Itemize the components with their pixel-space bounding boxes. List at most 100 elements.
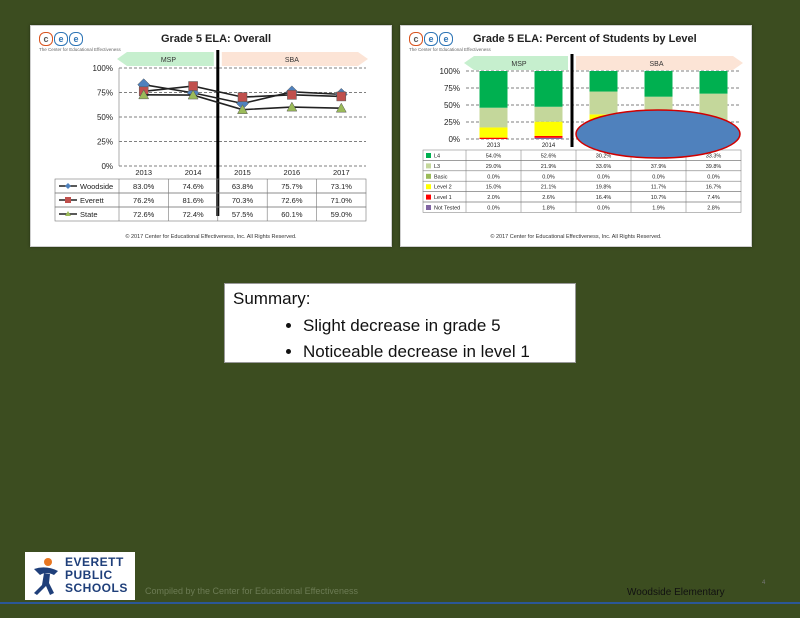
table-cell: 16.7% bbox=[706, 185, 722, 191]
line-chart: MSP SBA 0% 25% 50% 75% 100% 2013 2014 2015 2016 201… bbox=[54, 50, 368, 222]
table-cell: 19.8% bbox=[596, 185, 612, 191]
copyright-left: © 2017 Center for Educational Effectiven… bbox=[125, 234, 297, 240]
summary-title: Summary: bbox=[233, 289, 311, 308]
copyright-right: © 2017 Center for Educational Effectiven… bbox=[490, 234, 662, 240]
table-cell: 0.0% bbox=[652, 174, 665, 180]
table-cell: 72.6% bbox=[281, 196, 303, 205]
legend-swatch bbox=[426, 205, 431, 210]
point-state bbox=[187, 89, 199, 100]
table-row bbox=[422, 160, 742, 172]
table-cell: 1.9% bbox=[652, 206, 665, 212]
table-cell: 73.1% bbox=[331, 182, 353, 191]
table-cell: 0.0% bbox=[542, 174, 555, 180]
bar-segment-not-tested bbox=[534, 137, 563, 139]
table-cell: 21.1% bbox=[541, 185, 557, 191]
legend-name: L4 bbox=[434, 154, 440, 160]
legend-name: L3 bbox=[434, 164, 440, 170]
legend-name: Woodside bbox=[80, 182, 113, 191]
y-tick-label: 100% bbox=[440, 67, 460, 76]
table-cell: 72.6% bbox=[133, 210, 155, 219]
sba-band-arrow bbox=[576, 56, 743, 70]
y-tick-label: 25% bbox=[444, 118, 460, 127]
table-cell: 29.0% bbox=[486, 164, 502, 170]
logo-letter-e2: e bbox=[69, 32, 83, 46]
legend-swatch bbox=[426, 153, 431, 158]
logo-letter-c: c bbox=[39, 32, 53, 46]
x-tick-label: 2014 bbox=[542, 143, 556, 149]
point-state bbox=[138, 89, 150, 100]
table-row bbox=[422, 180, 742, 192]
y-tick-label: 0% bbox=[101, 162, 113, 171]
logo-subtitle: The Center for Educational Effectiveness bbox=[39, 47, 121, 52]
legend-swatch bbox=[426, 163, 431, 169]
table-cell: 11.7% bbox=[651, 185, 666, 191]
legend-marker bbox=[65, 197, 71, 203]
table-cell: 57.5% bbox=[232, 210, 254, 219]
y-tick-label: 0% bbox=[448, 135, 460, 144]
y-tick-label: 50% bbox=[444, 101, 460, 110]
bar-segment-level-1 bbox=[479, 137, 508, 139]
table-cell: 10.7% bbox=[651, 195, 667, 201]
table-cell: 70.3% bbox=[232, 196, 254, 205]
point-state bbox=[286, 101, 298, 112]
bar-segment-l3 bbox=[589, 91, 618, 115]
x-tick-label: 2013 bbox=[487, 143, 501, 149]
bar-segment-l3 bbox=[479, 107, 508, 128]
summary-item-1: Slight decrease in grade 5 bbox=[303, 313, 567, 339]
table-cell: 7.4% bbox=[707, 195, 720, 201]
everett-public-schools-logo: EVERETT PUBLIC SCHOOLS bbox=[25, 552, 135, 600]
bar-segment-l4 bbox=[644, 70, 673, 97]
legend-name: State bbox=[80, 210, 98, 219]
x-tick-label: 2016 bbox=[284, 168, 301, 177]
point-everett bbox=[188, 81, 198, 91]
msp-band-label: MSP bbox=[161, 57, 177, 64]
bar-segment-l4 bbox=[534, 71, 563, 107]
msp-band-arrow bbox=[464, 56, 568, 70]
logo-letter-c-right: c bbox=[409, 32, 423, 46]
table-cell: 54.0% bbox=[486, 154, 502, 160]
table-row bbox=[422, 170, 742, 182]
logo-letter-e1: e bbox=[54, 32, 68, 46]
logo-letter-e1-right: e bbox=[424, 32, 438, 46]
bar-segment-level-2 bbox=[479, 127, 508, 138]
table-cell: 74.6% bbox=[182, 182, 204, 191]
point-everett bbox=[237, 92, 248, 102]
bar-segment-l4 bbox=[699, 71, 728, 94]
compiled-by-text: Compiled by the Center for Educational E… bbox=[145, 586, 358, 596]
table-row bbox=[422, 191, 742, 203]
table-cell: 39.8% bbox=[706, 164, 722, 170]
table-cell: 1.8% bbox=[542, 206, 555, 212]
y-tick-label: 75% bbox=[97, 89, 113, 98]
overlay-ellipse bbox=[575, 109, 741, 159]
sba-band-label: SBA bbox=[649, 61, 663, 68]
legend-swatch bbox=[426, 184, 431, 190]
bar-segment-level-2 bbox=[534, 121, 563, 137]
table-cell: 16.4% bbox=[596, 195, 612, 201]
levels-chart-title: Grade 5 ELA: Percent of Students by Leve… bbox=[473, 33, 697, 45]
logo-subtitle-right: The Center for Educational Effectiveness bbox=[409, 47, 491, 52]
table-cell: 60.1% bbox=[281, 210, 303, 219]
point-everett bbox=[287, 90, 297, 100]
table-cell: 63.8% bbox=[232, 182, 254, 191]
table-cell: 0.0% bbox=[597, 206, 610, 212]
table-cell: 83.0% bbox=[133, 182, 155, 191]
stacked-bar-chart: MSP SBA 0% 25% 50% 75% 100% 2013 2014 L4 54.0% 52.6… bbox=[422, 54, 743, 213]
table-row bbox=[54, 206, 367, 222]
table-cell: 76.2% bbox=[133, 196, 155, 205]
y-tick-label: 100% bbox=[93, 64, 113, 73]
bar-segment-l3 bbox=[534, 106, 563, 122]
table-cell: 71.0% bbox=[331, 196, 353, 205]
table-cell: 75.7% bbox=[281, 182, 303, 191]
table-cell: 0.0% bbox=[707, 174, 720, 180]
msp-band-label: MSP bbox=[511, 61, 527, 68]
table-cell: 30.2% bbox=[596, 154, 612, 160]
summary-box: Summary: Slight decrease in grade 5 Noti… bbox=[224, 283, 576, 363]
table-cell: 37.9% bbox=[651, 164, 667, 170]
legend-swatch bbox=[426, 194, 431, 200]
footer-divider bbox=[0, 602, 800, 604]
table-cell: 52.6% bbox=[541, 154, 557, 160]
y-tick-label: 75% bbox=[444, 84, 460, 93]
